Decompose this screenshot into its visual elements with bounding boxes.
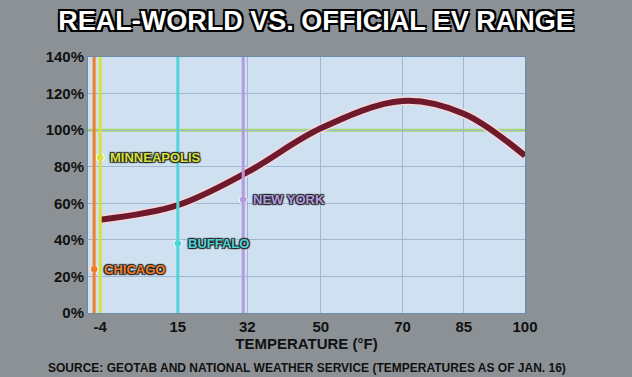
svg-text:100: 100 (512, 318, 537, 335)
svg-text:SOURCE: GEOTAB AND NATIONAL WE: SOURCE: GEOTAB AND NATIONAL WEATHER SERV… (48, 361, 566, 375)
svg-text:85: 85 (455, 318, 472, 335)
svg-text:-4: -4 (94, 318, 108, 335)
svg-text:REAL-WORLD VS. OFFICIAL EV RAN: REAL-WORLD VS. OFFICIAL EV RANGE (58, 6, 574, 36)
svg-text:32: 32 (239, 318, 256, 335)
svg-text:120%: 120% (46, 85, 84, 102)
svg-text:100%: 100% (46, 121, 84, 138)
svg-text:NEW YORK: NEW YORK (253, 192, 325, 207)
svg-text:40%: 40% (54, 231, 84, 248)
svg-text:140%: 140% (46, 48, 84, 65)
svg-text:70: 70 (394, 318, 411, 335)
svg-text:80%: 80% (54, 158, 84, 175)
svg-text:20%: 20% (54, 268, 84, 285)
svg-text:BUFFALO: BUFFALO (188, 236, 249, 251)
svg-text:TEMPERATURE (°F): TEMPERATURE (°F) (235, 335, 377, 352)
svg-text:50: 50 (312, 318, 329, 335)
svg-text:0%: 0% (62, 304, 84, 321)
svg-text:CHICAGO: CHICAGO (104, 262, 165, 277)
svg-text:60%: 60% (54, 195, 84, 212)
svg-text:15: 15 (170, 318, 187, 335)
svg-text:MINNEAPOLIS: MINNEAPOLIS (110, 150, 201, 165)
